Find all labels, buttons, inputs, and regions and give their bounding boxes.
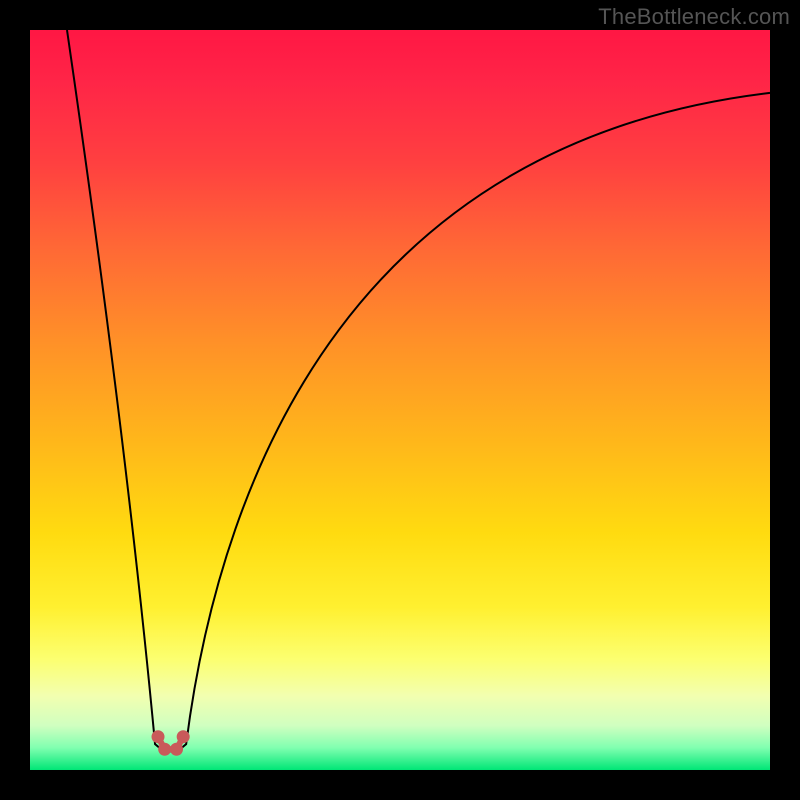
marker-dot [177, 731, 189, 743]
marker-dot [152, 731, 164, 743]
marker-dot [171, 743, 183, 755]
bottleneck-chart [0, 0, 800, 800]
chart-container: { "watermark": { "text": "TheBottleneck.… [0, 0, 800, 800]
gradient-plot-area [30, 30, 770, 770]
marker-dot [159, 743, 171, 755]
watermark-text: TheBottleneck.com [598, 4, 790, 30]
